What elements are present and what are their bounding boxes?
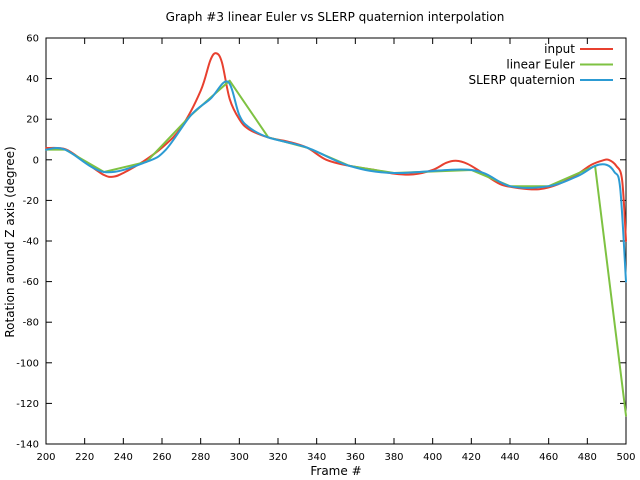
y-tick-label: 20 (26, 115, 39, 126)
x-tick-label: 320 (268, 452, 287, 463)
x-tick-label: 380 (384, 452, 403, 463)
x-tick-label: 280 (191, 452, 210, 463)
series-line-linear-euler (45, 79, 627, 417)
axis-ticks: 200 220 240 260 280 300 320 340 360 380 400 420 440 4… (16, 34, 635, 464)
x-tick-label: 240 (114, 452, 133, 463)
x-tick-label: 500 (616, 452, 635, 463)
chart-title: Graph #3 linear Euler vs SLERP quaternio… (166, 10, 505, 24)
legend-label-slerp-quaternion: SLERP quaternion (468, 73, 575, 87)
x-tick-label: 480 (578, 452, 597, 463)
plot-frame (45, 37, 627, 445)
x-tick-label: 200 (36, 452, 55, 463)
x-tick-label: 220 (75, 452, 94, 463)
y-tick-label: -100 (16, 358, 39, 369)
y-tick-label: 60 (26, 34, 39, 45)
y-tick-label: -140 (16, 440, 39, 451)
x-tick-label: 260 (152, 452, 171, 463)
x-tick-label: 420 (462, 452, 481, 463)
legend-label-linear-euler: linear Euler (506, 58, 575, 72)
x-tick-label: 460 (539, 452, 558, 463)
y-tick-label: -60 (23, 277, 39, 288)
y-tick-label: 0 (33, 155, 39, 166)
y-tick-label: -20 (23, 196, 39, 207)
x-tick-label: 300 (230, 452, 249, 463)
legend-label-input: input (544, 42, 575, 56)
y-tick-label: -40 (23, 237, 39, 248)
y-tick-label: -80 (23, 318, 39, 329)
x-tick-label: 340 (307, 452, 326, 463)
y-tick-label: 40 (26, 74, 39, 85)
series-layer (45, 52, 627, 417)
x-tick-label: 360 (346, 452, 365, 463)
y-axis-title: Rotation around Z axis (degree) (3, 146, 17, 337)
series-line-slerp-quaternion (45, 80, 627, 283)
y-tick-label: -120 (16, 399, 39, 410)
x-axis-title: Frame # (310, 464, 361, 478)
x-tick-label: 400 (423, 452, 442, 463)
x-tick-label: 440 (500, 452, 519, 463)
